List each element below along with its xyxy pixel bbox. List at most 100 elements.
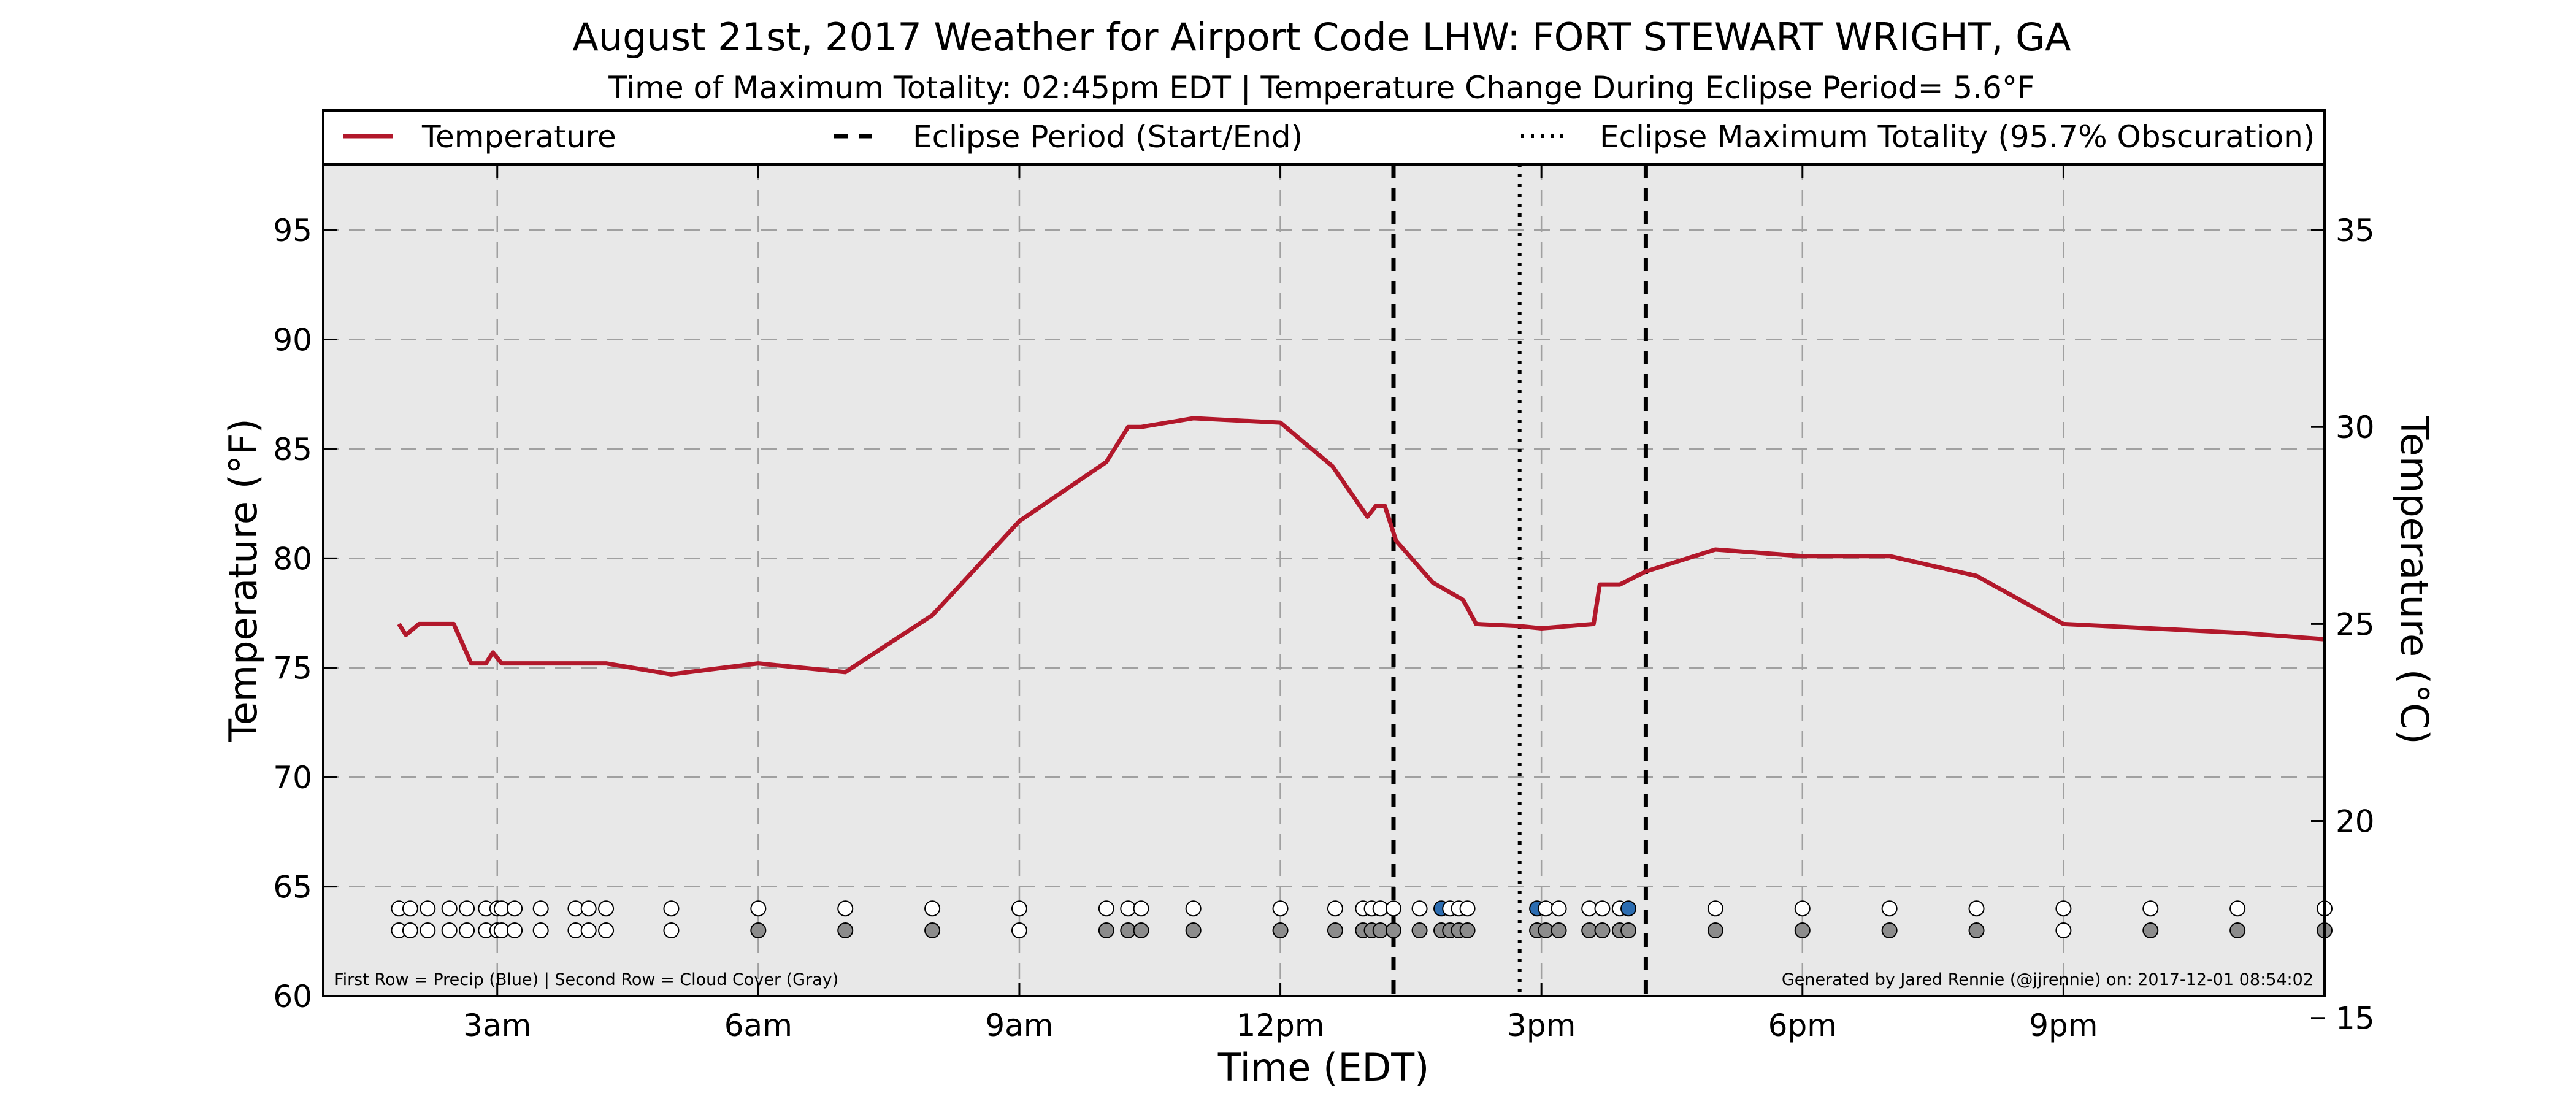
precip-marker [1459,900,1476,917]
cloud-cover-marker [837,922,854,938]
temperature-line [397,416,2325,677]
precip-marker [441,900,458,917]
cloud-cover-marker [663,922,680,938]
cloud-cover-marker [1272,922,1289,938]
cloud-cover-marker [750,922,767,938]
precip-marker [420,900,436,917]
x-tick-label: 3am [463,1008,531,1043]
y-tick-label-celsius: 30 [2336,410,2375,445]
x-tick-label: 6pm [1768,1008,1837,1043]
precip-marker [580,900,597,917]
precip-marker [1794,900,1811,917]
chart-title: August 21st, 2017 Weather for Airport Co… [572,15,2071,59]
x-tick-label: 12pm [1236,1008,1325,1043]
precip-marker [1385,900,1401,917]
precip-marker [1594,900,1611,917]
cloud-cover-marker [1881,922,1898,938]
y-tick-label-celsius: 15 [2336,1001,2375,1037]
precip-marker [1327,900,1343,917]
cloud-cover-marker [1551,922,1567,938]
precip-marker [1185,900,1202,917]
observation-markers [391,900,2333,938]
eclipse-markers [1391,164,1648,996]
plot-frame [322,163,2326,997]
cloud-cover-marker [1794,922,1811,938]
cloud-cover-marker [1620,922,1637,938]
legend-temperature-label: Temperature [421,119,616,155]
precip-marker [507,900,523,917]
legend-eclipse-max-label: Eclipse Maximum Totality (95.7% Obscurat… [1600,119,2315,155]
y-tick-label-celsius: 25 [2336,607,2375,642]
cloud-cover-marker [1459,922,1476,938]
cloud-cover-marker [1185,922,1202,938]
cloud-cover-marker [441,922,458,938]
gridlines [323,164,2325,996]
precip-marker [1272,900,1289,917]
precip-marker [1411,900,1428,917]
cloud-cover-marker [1327,922,1343,938]
legend-frame [322,109,2326,166]
cloud-cover-marker [1707,922,1723,938]
precip-marker [2142,900,2159,917]
precip-marker [663,900,680,917]
legend: Temperature Eclipse Period (Start/End) E… [322,109,2326,166]
x-tick-label: 6am [724,1008,792,1043]
footer-note-right: Generated by Jared Rennie (@jjrennie) on… [1782,970,2313,989]
y-tick-label: 70 [273,760,312,795]
precip-marker [459,900,475,917]
cloud-cover-marker [1098,922,1114,938]
y-tick-label: 65 [273,870,312,905]
x-tick-label: 3pm [1507,1008,1576,1043]
y-axis-label-left: Temperature (°F) [221,418,266,742]
y-tick-label: 75 [273,651,312,686]
cloud-cover-marker [459,922,475,938]
legend-eclipse-period-label: Eclipse Period (Start/End) [913,119,1303,155]
precip-marker [598,900,615,917]
precip-marker [532,900,549,917]
x-tick-label: 9pm [2029,1008,2098,1043]
cloud-cover-marker [1011,922,1027,938]
cloud-cover-marker [924,922,941,938]
cloud-cover-marker [1133,922,1149,938]
precip-marker [837,900,854,917]
cloud-cover-marker [402,922,418,938]
cloud-cover-marker [2142,922,2159,938]
x-tick-label: 9am [985,1008,1053,1043]
precip-marker [2229,900,2246,917]
cloud-cover-marker [1385,922,1401,938]
y-tick-label: 80 [273,541,312,577]
precip-marker [1551,900,1567,917]
precip-marker [402,900,418,917]
y-tick-label: 90 [273,322,312,358]
plot-area [322,163,2326,997]
cloud-cover-marker [1968,922,1985,938]
precip-marker [924,900,941,917]
precip-marker [2055,900,2072,917]
precip-marker [1707,900,1723,917]
cloud-cover-marker [420,922,436,938]
y-tick-label-celsius: 35 [2336,213,2375,248]
y-tick-label-celsius: 20 [2336,804,2375,840]
cloud-cover-marker [598,922,615,938]
axis-ticks: 3am 6am 9am 12pm 3pm 6pm 9pm 60 65 70 75 80 85 90 95 15… [273,164,2375,1043]
precip-marker [1098,900,1114,917]
chart-subtitle: Time of Maximum Totality: 02:45pm EDT | … [608,70,2034,105]
temperature-series [397,416,2325,677]
precip-marker [1620,900,1637,917]
precip-marker [750,900,767,917]
precip-marker [1011,900,1027,917]
y-tick-label: 60 [273,979,312,1014]
cloud-cover-marker [507,922,523,938]
cloud-cover-marker [532,922,549,938]
cloud-cover-marker [1411,922,1428,938]
cloud-cover-marker [2229,922,2246,938]
y-axis-label-right: Temperature (°C) [2392,415,2437,744]
y-tick-label: 85 [273,432,312,467]
precip-marker [1968,900,1985,917]
cloud-cover-marker [2055,922,2072,938]
cloud-cover-marker [1594,922,1611,938]
x-axis-label: Time (EDT) [1217,1045,1430,1090]
precip-marker [1133,900,1149,917]
cloud-cover-marker [580,922,597,938]
